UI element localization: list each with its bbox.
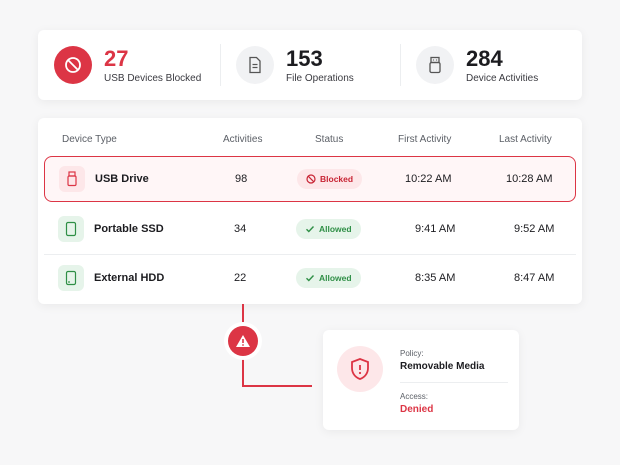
table-row[interactable]: Portable SSD 34 Allowed 9:41 AM 9:52 AM bbox=[44, 206, 576, 252]
usb-icon bbox=[416, 46, 454, 84]
activities-cell: 34 bbox=[234, 223, 247, 235]
table-row[interactable]: USB Drive 98 Blocked 10:22 AM 10:28 AM bbox=[44, 156, 576, 202]
divider bbox=[400, 44, 401, 86]
activities-cell: 22 bbox=[234, 272, 247, 284]
table-row[interactable]: External HDD 22 Allowed 8:35 AM 8:47 AM bbox=[44, 255, 576, 301]
device-name: USB Drive bbox=[95, 173, 149, 185]
stat-label: USB Devices Blocked bbox=[104, 72, 202, 84]
status-cell: Allowed bbox=[296, 255, 361, 301]
status-cell: Allowed bbox=[296, 206, 361, 252]
device-cell: External HDD bbox=[58, 255, 164, 301]
header-last-activity: Last Activity bbox=[499, 134, 552, 145]
stat-value: 284 bbox=[466, 45, 503, 71]
policy-value: Removable Media bbox=[400, 361, 485, 372]
usb-drive-icon bbox=[59, 166, 85, 192]
check-icon bbox=[306, 226, 315, 233]
policy-card: Policy: Removable Media Access: Denied bbox=[323, 330, 519, 430]
divider bbox=[220, 44, 221, 86]
document-icon bbox=[236, 46, 274, 84]
block-icon bbox=[54, 46, 92, 84]
stat-label: File Operations bbox=[286, 72, 354, 84]
device-activity-table: Device Type Activities Status First Acti… bbox=[38, 118, 582, 304]
device-name: External HDD bbox=[94, 272, 165, 284]
stat-file-operations: 153 File Operations bbox=[236, 30, 354, 100]
block-icon bbox=[306, 174, 316, 184]
first-activity-cell: 9:41 AM bbox=[415, 223, 456, 235]
header-status: Status bbox=[315, 134, 344, 145]
divider bbox=[44, 254, 576, 255]
status-badge: Allowed bbox=[296, 268, 361, 288]
status-badge: Allowed bbox=[296, 219, 361, 239]
check-icon bbox=[306, 275, 315, 282]
first-activity-cell: 8:35 AM bbox=[415, 272, 456, 284]
header-activities: Activities bbox=[223, 134, 263, 145]
ssd-icon bbox=[58, 216, 84, 242]
stat-value: 27 bbox=[104, 45, 129, 71]
connector-line bbox=[242, 385, 312, 387]
divider bbox=[400, 382, 508, 383]
device-cell: Portable SSD bbox=[58, 206, 164, 252]
stat-device-activities: 284 Device Activities bbox=[416, 30, 538, 100]
shield-icon bbox=[337, 346, 383, 392]
status-badge: Blocked bbox=[297, 169, 363, 189]
activities-cell: 98 bbox=[235, 173, 248, 185]
header-device-type: Device Type bbox=[62, 134, 117, 145]
stats-card: 27 USB Devices Blocked 153 File Operatio… bbox=[38, 30, 582, 100]
access-label: Access: bbox=[400, 392, 429, 401]
last-activity-cell: 9:52 AM bbox=[514, 223, 555, 235]
status-label: Allowed bbox=[319, 273, 352, 283]
first-activity-cell: 10:22 AM bbox=[405, 173, 452, 185]
status-label: Blocked bbox=[320, 174, 354, 184]
status-label: Allowed bbox=[319, 224, 352, 234]
status-cell: Blocked bbox=[297, 157, 363, 201]
stat-value: 153 bbox=[286, 45, 323, 71]
header-first-activity: First Activity bbox=[398, 134, 452, 145]
warning-icon bbox=[228, 326, 258, 356]
device-name: Portable SSD bbox=[94, 223, 164, 235]
policy-label: Policy: bbox=[400, 349, 424, 358]
access-value: Denied bbox=[400, 404, 434, 415]
last-activity-cell: 8:47 AM bbox=[514, 272, 555, 284]
stat-label: Device Activities bbox=[466, 72, 539, 84]
last-activity-cell: 10:28 AM bbox=[506, 173, 553, 185]
hdd-icon bbox=[58, 265, 84, 291]
device-cell: USB Drive bbox=[59, 157, 149, 201]
stat-usb-blocked: 27 USB Devices Blocked bbox=[54, 30, 201, 100]
